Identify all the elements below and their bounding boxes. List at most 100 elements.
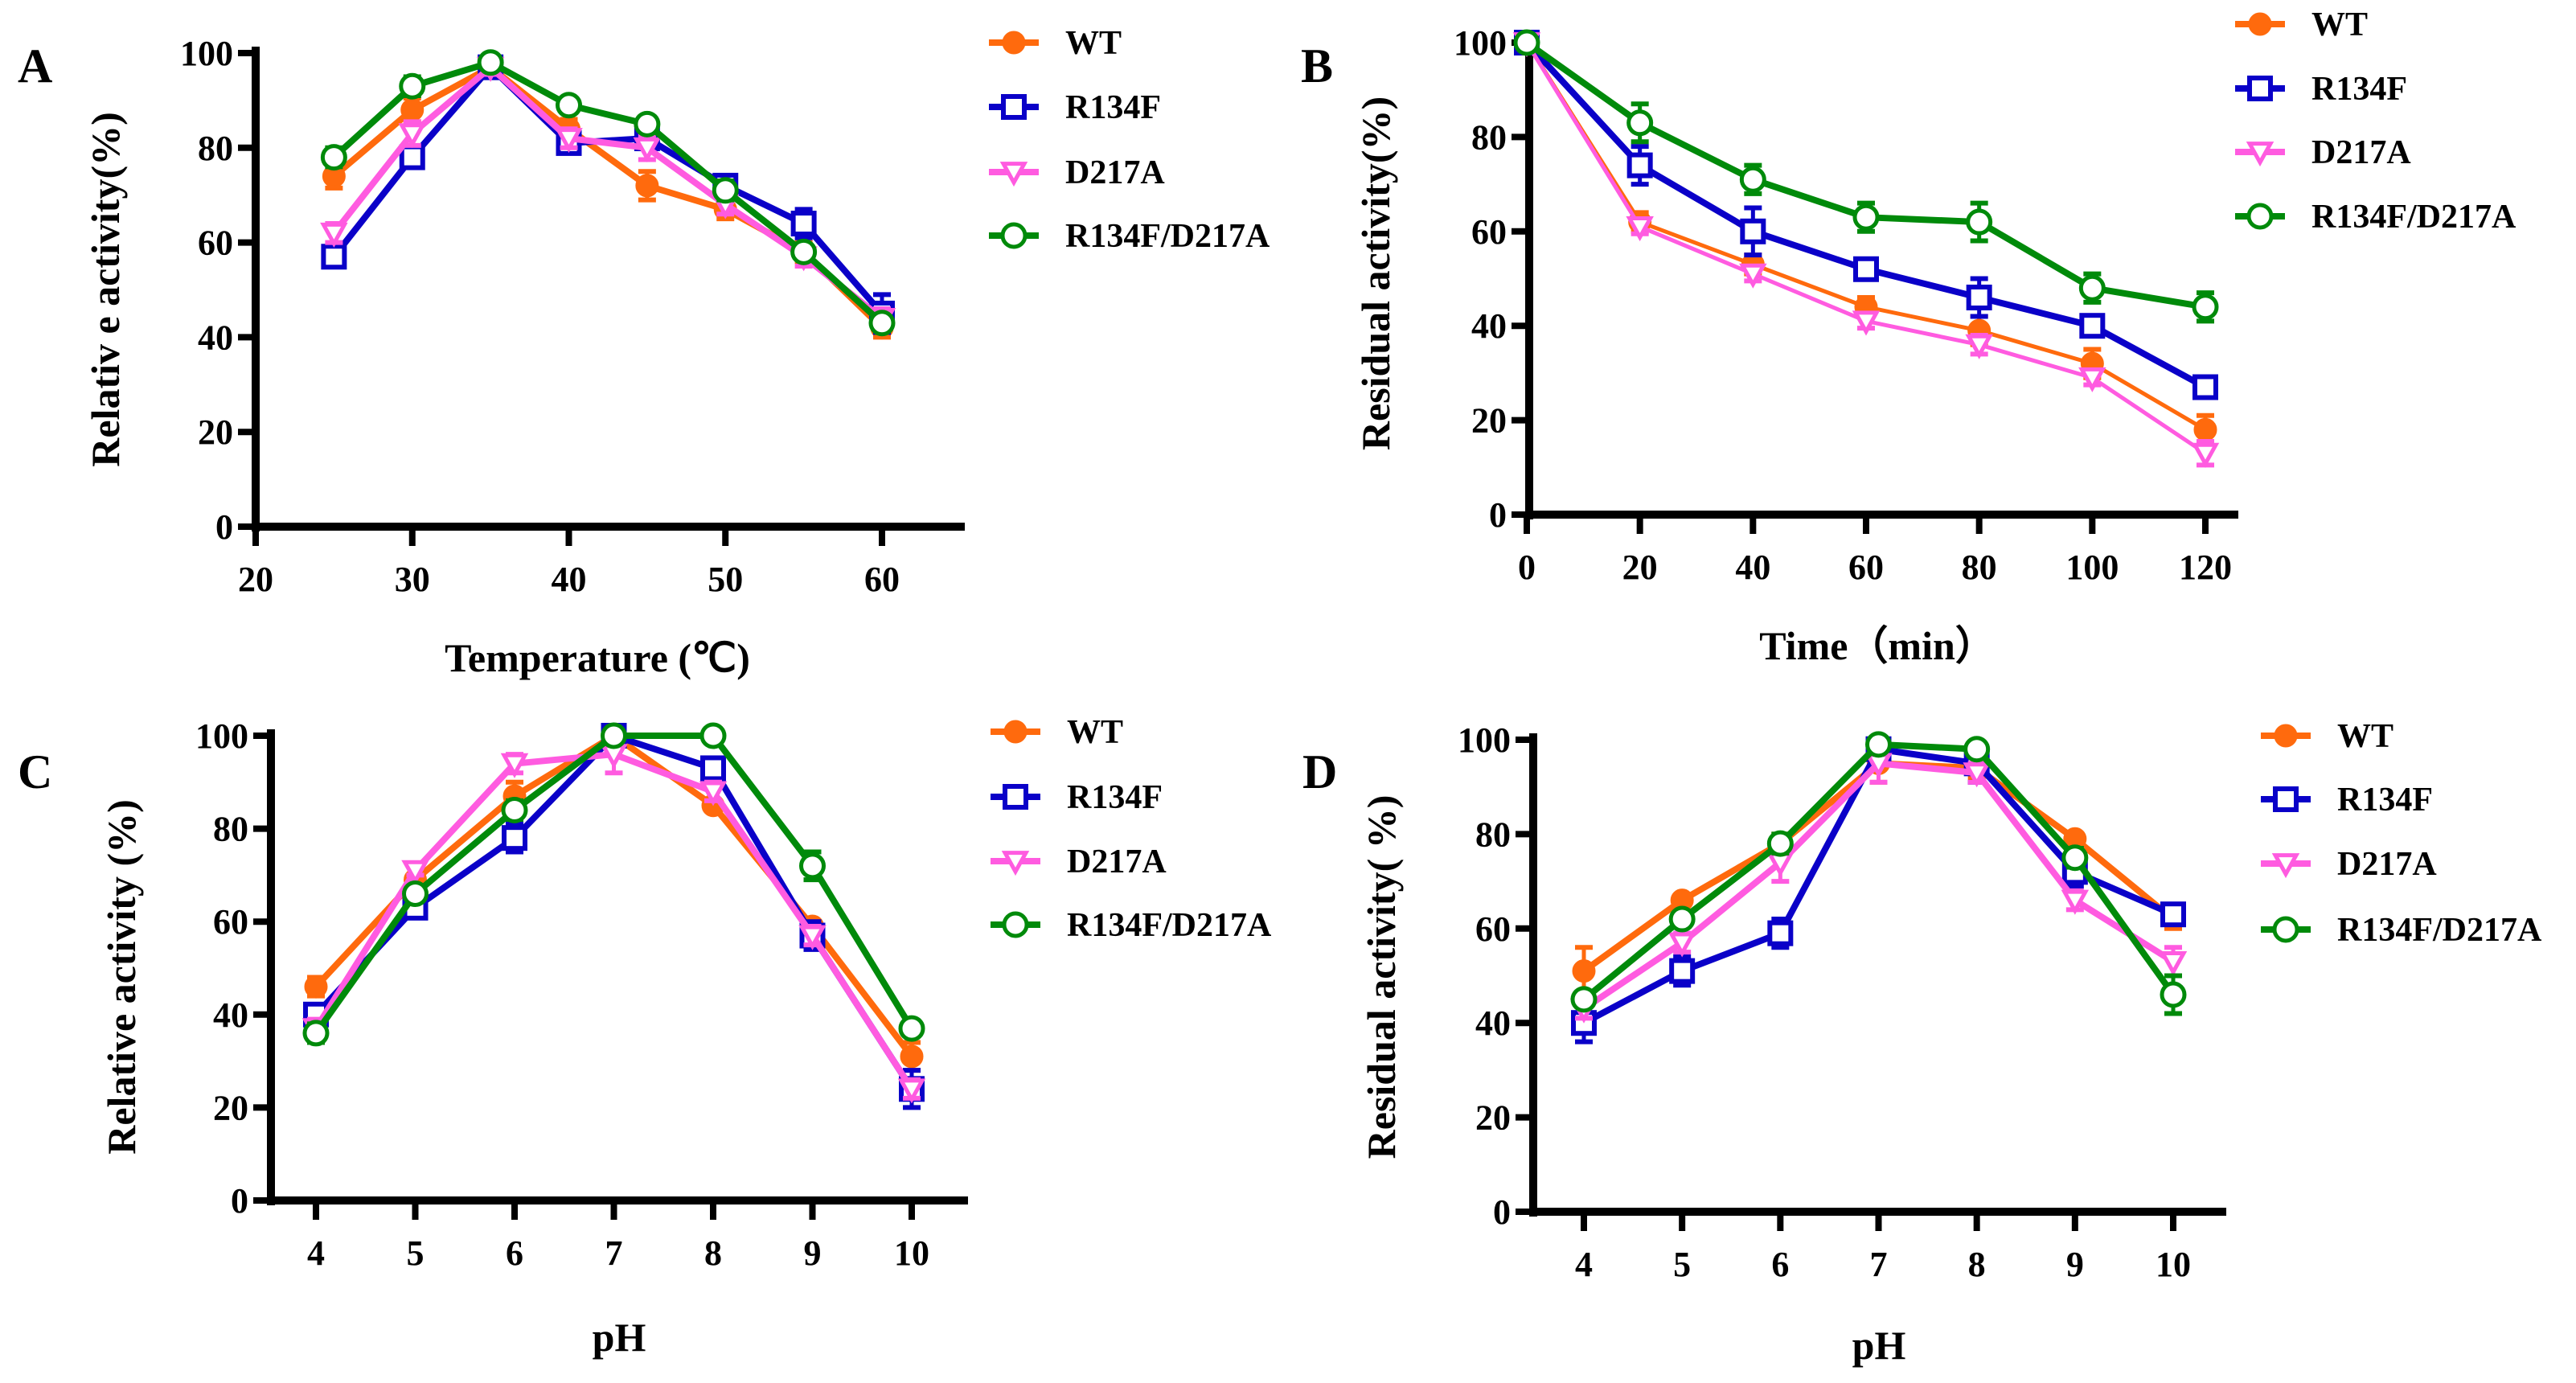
data-point [477,49,504,76]
legend-marker [1002,31,1026,55]
legend-label: WT [1067,714,1123,751]
legend-label: D217A [2311,134,2411,171]
y-tick-label: 20 [1475,1098,1511,1138]
legend-marker [1003,720,1028,744]
legend-marker [2271,853,2300,879]
legend: WT R134F D217A R134F/D217A [991,714,1272,944]
y-tick-label: 100 [1454,23,1507,63]
data-point [790,238,818,265]
data-point [1766,830,1794,857]
y-tick-label: 40 [213,995,248,1035]
legend-marker [2272,916,2299,943]
legend-marker [1001,94,1027,120]
x-tick-label: 5 [1673,1245,1691,1284]
data-point [2160,981,2187,1008]
legend-label: R134F/D217A [1067,907,1272,944]
data-point [398,123,426,149]
legend-item: R134F [991,779,1163,816]
legend-item: R134F/D217A [2261,912,2542,949]
data-point [304,975,328,999]
legend-label: R134F/D217A [2337,912,2542,949]
data-point [868,310,896,337]
x-tick-label: 7 [605,1233,623,1273]
data-point [634,110,661,137]
legend: WT R134F D217A R134F/D217A [2261,718,2542,949]
legend-label: WT [1065,25,1122,62]
data-point [798,925,827,950]
series-line [331,59,884,326]
y-tick-label: 20 [1471,401,1507,441]
series-r134f-d217a [302,722,925,1047]
data-point [2192,293,2219,321]
data-point [700,755,726,782]
panel-letter: A [18,39,52,92]
data-point [2160,901,2186,928]
y-tick-label: 100 [180,34,233,73]
y-tick-label: 0 [231,1181,248,1221]
data-point [321,244,347,270]
series-d217a [1569,741,2188,1024]
x-tick-label: 9 [804,1233,822,1273]
x-tick-label: 20 [238,560,273,599]
x-tick-label: 4 [1575,1245,1593,1284]
legend: WT R134F D217A R134F/D217A [2235,6,2517,236]
x-tick-label: 60 [864,560,900,599]
y-tick-label: 40 [198,318,233,357]
data-point [2078,274,2106,302]
data-point [555,128,583,154]
data-point [1626,216,1654,242]
panel-letter: D [1302,745,1337,798]
y-tick-label: 40 [1471,306,1507,346]
y-tick-label: 0 [1489,495,1507,535]
legend-label: R134F [2311,71,2407,108]
x-tick-label: 120 [2179,548,2232,587]
legend-marker [2247,76,2273,101]
x-tick-label: 5 [407,1233,425,1273]
y-tick-label: 0 [1493,1192,1511,1232]
legend-marker [1002,911,1029,938]
y-tick-label: 0 [215,507,233,547]
x-tick-label: 40 [552,560,587,599]
legend-item: R134F/D217A [989,218,1270,255]
data-point [399,144,425,170]
series-line [331,64,884,321]
legend-item: R134F/D217A [991,907,1272,944]
x-tick-label: 80 [1962,548,1997,587]
x-tick-label: 8 [704,1233,722,1273]
data-point [1740,218,1766,244]
x-axis-title: Temperature (℃) [445,635,750,680]
panel-c: C 0 20 40 60 80 100 4 5 6 7 8 9 10 pH Relative activity… [18,714,1272,1360]
data-point [2061,889,2090,915]
data-point [1853,256,1879,282]
y-tick-label: 40 [1475,1003,1511,1043]
y-tick-label: 100 [195,716,248,756]
data-point [399,72,426,100]
data-point [898,1015,925,1042]
data-point [2079,313,2106,339]
x-tick-label: 0 [1518,548,1536,587]
panel-d: D 0 20 40 60 80 100 4 5 6 7 8 9 10 pH Residual activity… [1302,718,2542,1368]
data-point [900,1044,924,1069]
data-point [2159,950,2188,977]
panel-letter: B [1301,39,1333,92]
legend-marker [2246,203,2274,230]
x-tick-label: 9 [2066,1245,2084,1284]
x-tick-label: 4 [307,1233,325,1273]
data-point [1668,905,1696,933]
legend-label: WT [2311,6,2368,43]
data-point [1626,109,1654,137]
x-tick-label: 7 [1870,1245,1888,1284]
legend-item: D217A [2235,134,2411,171]
data-point [500,753,529,778]
legend-label: WT [2337,718,2393,755]
series-r134f-d217a [1570,731,2187,1016]
legend-label: R134F [1067,779,1163,816]
legend-marker [2248,12,2272,36]
data-point [401,860,429,885]
data-point [699,722,727,749]
x-tick-label: 20 [1622,548,1658,587]
x-tick-label: 30 [395,560,430,599]
data-point [2192,374,2218,400]
data-point [2193,417,2217,441]
